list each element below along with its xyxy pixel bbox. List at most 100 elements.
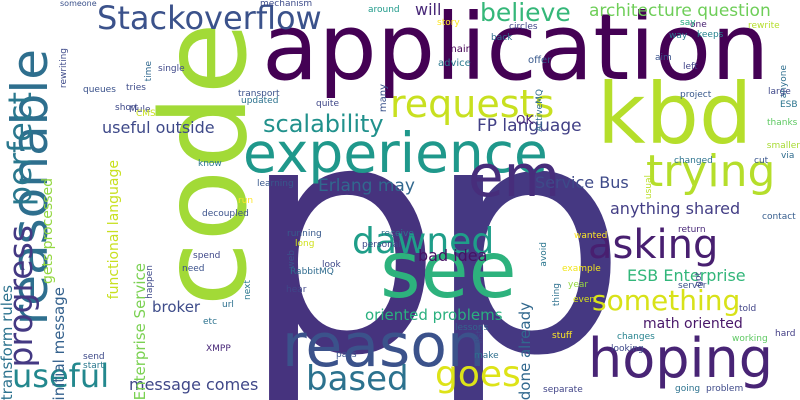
word-asking: asking xyxy=(588,222,719,268)
word-scalability: scalability xyxy=(263,110,384,138)
word-fp-language: FP language xyxy=(477,116,582,136)
word-hear: hear xyxy=(286,285,307,295)
word-rewrite: rewrite xyxy=(748,21,780,31)
word-esb: ESB xyxy=(780,100,798,110)
word-year: year xyxy=(568,280,589,290)
word-based: based xyxy=(306,359,409,399)
word-receive: receive xyxy=(381,229,414,239)
word-perfect: perfect xyxy=(1,92,39,207)
word-goes: goes xyxy=(435,354,521,395)
word-happen: happen xyxy=(145,265,155,299)
word-erlang-may: Erlang may xyxy=(318,176,415,196)
word-send: send xyxy=(83,352,105,362)
word-rewriting: rewriting xyxy=(59,48,69,89)
word-em: em xyxy=(468,142,561,210)
word-time: time xyxy=(144,61,154,82)
word-spend: spend xyxy=(193,251,221,261)
word-make: make xyxy=(474,351,499,361)
word-something: something xyxy=(592,284,741,317)
word-cut: cut xyxy=(754,156,769,166)
word-look: look xyxy=(322,260,341,270)
word-math-oriented: math oriented xyxy=(643,316,743,332)
word-return: return xyxy=(678,225,706,235)
word-someone: someone xyxy=(60,0,97,8)
word-told: told xyxy=(739,304,757,314)
word-via: via xyxy=(781,151,795,161)
word-story: story xyxy=(437,18,460,28)
word-application: application xyxy=(262,0,770,101)
word-xmpp: XMPP xyxy=(206,344,231,354)
word-learning: learning xyxy=(257,179,294,189)
word-even: even xyxy=(573,295,596,305)
word-running: running xyxy=(287,229,322,239)
word-wanted: wanted xyxy=(574,231,608,241)
word-mechanism: mechanism xyxy=(260,0,313,9)
word-message-comes: message comes xyxy=(129,375,259,394)
word-one: one xyxy=(690,20,707,30)
word-updated: updated xyxy=(241,96,279,106)
word-pass: pass xyxy=(336,350,357,360)
word-example: example xyxy=(562,264,601,274)
word-thanks: thanks xyxy=(767,118,798,128)
word-done-already: done already xyxy=(516,301,534,400)
word-url: url xyxy=(222,300,234,310)
word-way: way xyxy=(669,31,688,41)
word-tries: tries xyxy=(126,83,146,93)
word-run: run xyxy=(238,196,254,206)
word-mule: Mule xyxy=(129,105,151,115)
word-start: start xyxy=(83,361,104,371)
word-anything-shared: anything shared xyxy=(610,199,741,218)
word-experience: experience xyxy=(243,121,548,185)
word-working: working xyxy=(732,334,768,344)
word-single: single xyxy=(158,64,185,74)
word-architecture-question: architecture question xyxy=(589,1,771,21)
word-cms: CMS xyxy=(136,109,156,119)
word-rabbitmq: RabbitMQ xyxy=(290,267,334,277)
word-changes: changes xyxy=(617,332,655,342)
word-believe: believe xyxy=(480,0,571,27)
word-activemq: ActiveMQ xyxy=(535,89,545,132)
word-stuff: stuff xyxy=(552,331,573,341)
word-offer: offer xyxy=(528,55,552,66)
word-functional-language: functional language xyxy=(106,160,122,300)
word-circles: circles xyxy=(509,22,538,32)
word-etc: etc xyxy=(203,317,218,327)
word-transport: transport xyxy=(238,89,280,99)
word-useful-outside: useful outside xyxy=(102,118,215,137)
word-project: project xyxy=(680,90,712,100)
word-hard: hard xyxy=(775,329,796,339)
word-usual: usual xyxy=(644,175,654,200)
word-keeps: keeps xyxy=(697,30,724,40)
word-avoid: avoid xyxy=(539,242,549,267)
word-server: server xyxy=(678,281,707,291)
word-ok: OK xyxy=(516,113,534,127)
word-p: p xyxy=(425,54,629,400)
word-bad-idea: bad idea xyxy=(418,246,488,265)
word-stackoverflow: Stackoverflow xyxy=(97,0,322,37)
word-smaller: smaller xyxy=(766,141,800,151)
word-esb-enterprise: ESB Enterprise xyxy=(627,266,746,285)
word-transform-rules: transform rules xyxy=(0,284,16,400)
word-gets-processed: gets processed xyxy=(40,178,56,285)
word-next: next xyxy=(243,280,253,300)
word-main: main xyxy=(447,44,472,55)
word-contact: contact xyxy=(762,212,796,222)
word-will: will xyxy=(415,0,442,19)
word-dawned: dawned xyxy=(352,221,495,262)
word-useful: useful xyxy=(12,357,110,395)
word-around: around xyxy=(368,5,400,15)
word-many: many xyxy=(378,84,389,113)
word-left: left xyxy=(683,62,698,72)
word-large: large xyxy=(768,87,791,97)
word-oriented-problems: oriented problems xyxy=(365,306,503,324)
word-got: got xyxy=(694,272,704,287)
word-aim: aim xyxy=(655,53,672,63)
word-going: going xyxy=(675,384,701,394)
word-thing: thing xyxy=(552,283,562,307)
word-service-bus: Service Bus xyxy=(535,173,629,192)
word-decoupled: decoupled xyxy=(202,209,249,219)
word-advice: advice xyxy=(438,58,471,69)
word-changed: changed xyxy=(674,156,713,166)
word-hoping: hoping xyxy=(588,327,774,390)
